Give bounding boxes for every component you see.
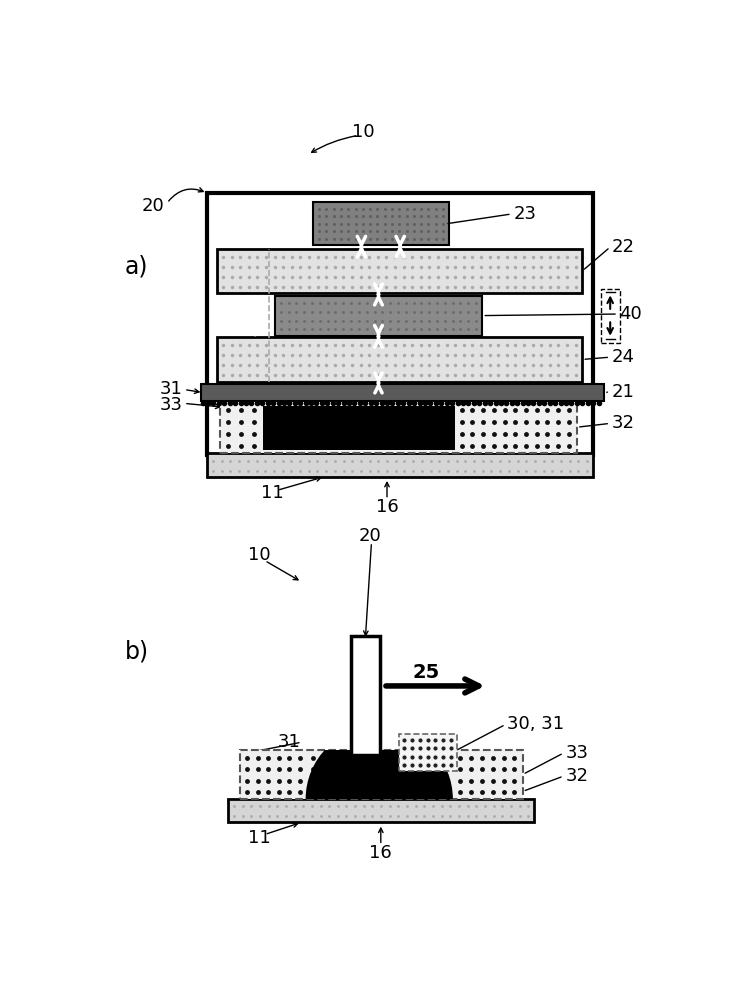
Bar — [240, 750, 522, 799]
Bar — [201, 384, 604, 401]
Text: 30, 31: 30, 31 — [507, 715, 565, 733]
Text: 33: 33 — [159, 396, 182, 414]
Bar — [207, 193, 593, 455]
Text: 11: 11 — [248, 829, 271, 847]
Text: 31: 31 — [278, 733, 300, 751]
Bar — [313, 202, 449, 245]
Text: 16: 16 — [369, 844, 392, 862]
Bar — [217, 249, 582, 293]
Text: 33: 33 — [565, 744, 588, 762]
Text: 21: 21 — [612, 383, 635, 401]
Text: 23: 23 — [514, 205, 536, 223]
Bar — [399, 734, 457, 771]
Text: 25: 25 — [412, 663, 440, 682]
Bar — [601, 289, 619, 343]
Text: 11: 11 — [261, 484, 283, 502]
Wedge shape — [306, 726, 453, 799]
Bar — [217, 337, 582, 382]
Text: 32: 32 — [565, 767, 588, 785]
Text: 20: 20 — [359, 527, 381, 545]
Text: 32: 32 — [612, 414, 635, 432]
Bar — [351, 636, 380, 755]
Text: 10: 10 — [248, 546, 270, 564]
Text: 16: 16 — [376, 498, 398, 516]
Text: a): a) — [125, 254, 149, 278]
Text: 31: 31 — [160, 380, 182, 398]
Text: 24: 24 — [612, 348, 635, 366]
Text: 22: 22 — [612, 238, 635, 256]
Bar — [207, 453, 593, 477]
Text: b): b) — [125, 639, 149, 663]
Bar — [228, 799, 534, 822]
Bar — [221, 401, 577, 453]
Text: 40: 40 — [619, 305, 642, 323]
Bar — [275, 296, 482, 336]
Text: 20: 20 — [141, 197, 164, 215]
Bar — [263, 406, 455, 450]
Text: 10: 10 — [352, 123, 375, 141]
